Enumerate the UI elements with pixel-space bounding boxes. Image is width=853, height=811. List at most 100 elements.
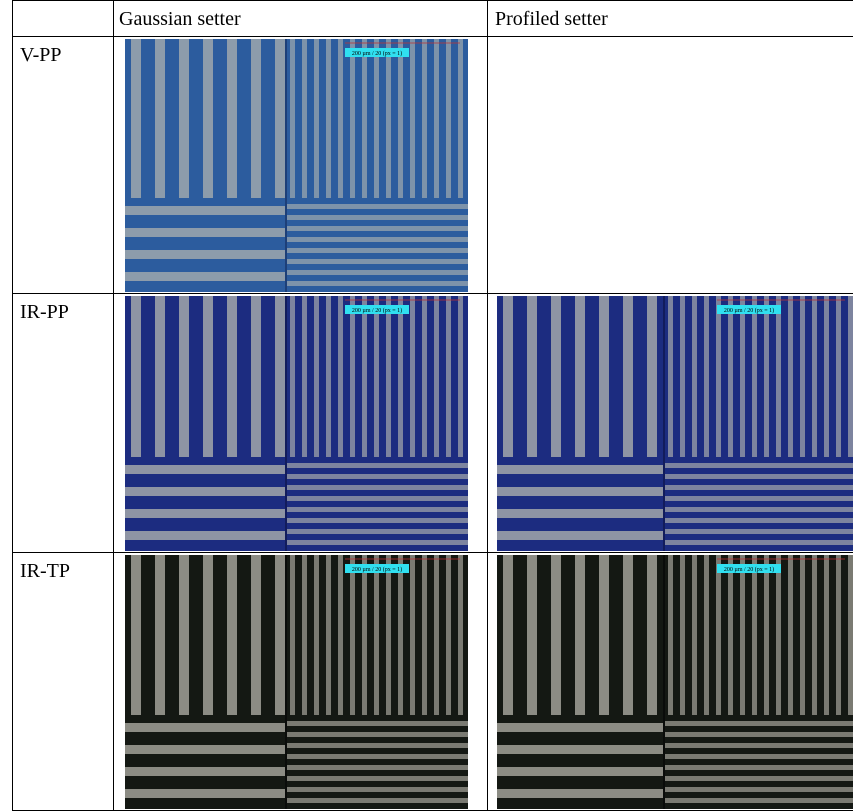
stripe — [251, 296, 261, 457]
stripe — [290, 39, 295, 198]
stripe — [286, 765, 468, 770]
stripe — [286, 518, 468, 523]
stripe — [203, 296, 213, 457]
stripe — [131, 39, 141, 198]
scale-box — [345, 48, 409, 57]
stripe — [497, 789, 664, 798]
stripe — [203, 555, 213, 715]
stripe — [664, 518, 853, 523]
stripe — [446, 39, 451, 198]
stripe — [125, 487, 286, 496]
stripe — [286, 226, 468, 231]
row-label: IR-TP — [20, 560, 70, 582]
stripe — [286, 787, 468, 792]
stripe — [599, 296, 609, 457]
stripe — [422, 296, 427, 457]
stripe — [503, 555, 513, 715]
stripe — [155, 39, 165, 198]
stripe — [350, 39, 355, 198]
stripe — [286, 754, 468, 759]
stripe — [728, 555, 733, 715]
micrograph: 200 µm / 20 (px = 1) — [497, 296, 853, 551]
stripe — [422, 39, 427, 198]
stripe — [664, 507, 853, 512]
stripe — [788, 555, 793, 715]
stripe — [434, 39, 439, 198]
stripe — [227, 555, 237, 715]
stripe — [664, 787, 853, 792]
stripe — [410, 555, 415, 715]
stripe — [155, 555, 165, 715]
stripe — [314, 39, 319, 198]
stripe — [836, 296, 841, 457]
rule — [113, 0, 114, 811]
stripe — [286, 721, 468, 726]
stripe — [497, 487, 664, 496]
stripe — [764, 296, 769, 457]
stripe — [497, 509, 664, 518]
stripe — [664, 798, 853, 803]
stripe — [125, 465, 286, 474]
micrograph: 200 µm / 20 (px = 1) — [497, 555, 853, 809]
stripe — [125, 723, 286, 732]
stripe — [664, 743, 853, 748]
stripe — [350, 555, 355, 715]
stripe — [286, 732, 468, 737]
stripe — [302, 296, 307, 457]
stripe — [131, 555, 141, 715]
stripe — [623, 555, 633, 715]
stripe — [575, 555, 585, 715]
scale-box — [345, 305, 409, 314]
stripe — [848, 555, 853, 715]
stripe — [155, 296, 165, 457]
column-header: Profiled setter — [495, 8, 608, 30]
stripe — [286, 496, 468, 501]
stripe — [386, 555, 391, 715]
stripe — [664, 765, 853, 770]
stripe — [179, 39, 189, 198]
stripe — [497, 723, 664, 732]
stripe — [286, 270, 468, 275]
rule — [12, 552, 853, 553]
stripe — [286, 743, 468, 748]
stripe — [800, 555, 805, 715]
scale-label: 200 µm / 20 (px = 1) — [352, 50, 402, 57]
stripe — [664, 754, 853, 759]
stripe — [824, 296, 829, 457]
stripe — [740, 296, 745, 457]
stripe — [551, 296, 561, 457]
stripe — [422, 555, 427, 715]
stripe — [125, 206, 286, 215]
rule — [12, 36, 853, 37]
stripe — [398, 296, 403, 457]
stripe — [290, 296, 295, 457]
stripe — [410, 296, 415, 457]
scale-box — [717, 564, 781, 573]
stripe — [599, 555, 609, 715]
stripe — [692, 296, 697, 457]
stripe — [434, 555, 439, 715]
stripe — [668, 296, 673, 457]
stripe — [275, 39, 285, 198]
stripe — [125, 745, 286, 754]
row-label: IR-PP — [20, 301, 69, 323]
stripe — [326, 555, 331, 715]
scale-box — [717, 305, 781, 314]
micrograph: 200 µm / 20 (px = 1) — [125, 296, 468, 551]
stripe — [326, 39, 331, 198]
stripe — [664, 540, 853, 545]
stripe — [275, 555, 285, 715]
stripe — [458, 555, 463, 715]
stripe — [286, 463, 468, 468]
stripe — [302, 39, 307, 198]
stripe — [848, 296, 853, 457]
stripe — [664, 529, 853, 534]
stripe — [362, 296, 367, 457]
stripe — [800, 296, 805, 457]
stripe — [664, 485, 853, 490]
stripe — [314, 296, 319, 457]
stripe — [286, 259, 468, 264]
stripe — [812, 296, 817, 457]
stripe — [326, 296, 331, 457]
stripe — [374, 555, 379, 715]
